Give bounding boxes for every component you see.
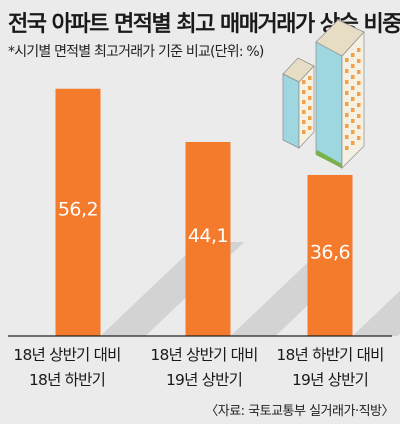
window bbox=[357, 92, 361, 96]
window bbox=[351, 86, 355, 90]
window bbox=[345, 58, 349, 62]
window bbox=[351, 130, 355, 134]
window bbox=[308, 86, 312, 90]
category-label-3-line-1: 18년 하반기 대비 bbox=[276, 346, 383, 364]
bar-shadow-3 bbox=[352, 290, 400, 336]
window bbox=[351, 97, 355, 101]
window bbox=[351, 64, 355, 68]
source-note: 〈자료: 국토교통부 실거래가·직방〉 bbox=[205, 404, 394, 419]
bar-value-label-3: 36,6 bbox=[310, 241, 350, 263]
window bbox=[302, 120, 306, 124]
window bbox=[345, 124, 349, 128]
window bbox=[345, 69, 349, 73]
window bbox=[308, 106, 312, 110]
category-label-2-line-1: 18년 상반기 대비 bbox=[150, 346, 257, 364]
window bbox=[345, 113, 349, 117]
bar-3 bbox=[307, 174, 353, 336]
window bbox=[302, 90, 306, 94]
apartment-buildings-illustration bbox=[282, 19, 365, 169]
category-label-1-line-2: 18년 하반기 bbox=[29, 371, 105, 389]
window bbox=[302, 130, 306, 134]
window bbox=[351, 75, 355, 79]
bar-value-label-2: 44,1 bbox=[188, 225, 228, 247]
category-label-1-line-1: 18년 상반기 대비 bbox=[13, 346, 120, 364]
window bbox=[357, 114, 361, 118]
window bbox=[345, 91, 349, 95]
window bbox=[351, 108, 355, 112]
category-label-2-line-2: 19년 상반기 bbox=[166, 371, 242, 389]
window bbox=[351, 119, 355, 123]
window bbox=[308, 96, 312, 100]
window bbox=[302, 80, 306, 84]
bar-2 bbox=[185, 141, 231, 336]
window bbox=[308, 76, 312, 80]
window bbox=[302, 110, 306, 114]
window bbox=[351, 141, 355, 145]
bar-value-labels: 56,2 44,1 36,6 bbox=[58, 198, 351, 263]
bar-1 bbox=[55, 88, 101, 336]
window bbox=[357, 136, 361, 140]
window bbox=[357, 103, 361, 107]
bar-value-label-1: 56,2 bbox=[58, 198, 98, 220]
window bbox=[357, 125, 361, 129]
window bbox=[308, 116, 312, 120]
chart-subtitle: *시기별 면적별 최고거래가 기준 비교(단위: %) bbox=[8, 44, 264, 60]
window bbox=[357, 81, 361, 85]
window bbox=[302, 100, 306, 104]
category-label-3-line-2: 19년 상반기 bbox=[292, 371, 368, 389]
window bbox=[345, 135, 349, 139]
bar-shadows bbox=[100, 242, 400, 336]
window bbox=[345, 146, 349, 150]
window bbox=[345, 102, 349, 106]
window bbox=[357, 48, 361, 52]
window bbox=[351, 53, 355, 57]
window bbox=[308, 126, 312, 130]
window bbox=[345, 80, 349, 84]
window bbox=[357, 59, 361, 63]
category-labels: 18년 상반기 대비 18년 하반기 18년 상반기 대비 19년 상반기 18년 하반… bbox=[13, 346, 384, 389]
window bbox=[357, 70, 361, 74]
bars bbox=[55, 88, 353, 336]
